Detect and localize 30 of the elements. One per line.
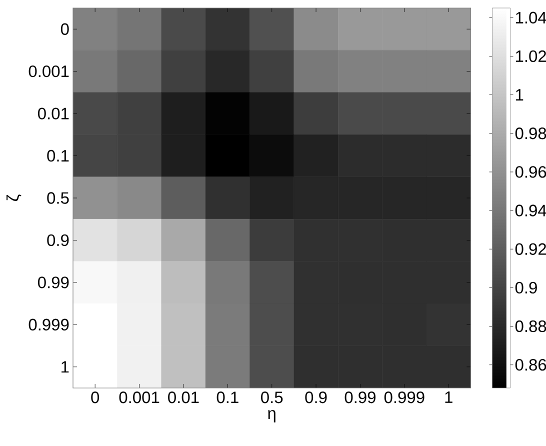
y-tick-label: 0 [60, 23, 69, 35]
color-bar-label: 0.98 [515, 128, 546, 140]
x-tick-label: 0 [91, 392, 100, 404]
y-tick-label: 0.999 [28, 318, 69, 330]
color-bar-label: 1.04 [516, 12, 546, 24]
x-tick-label: 0.001 [119, 392, 160, 404]
x-tick-label: 0.99 [344, 392, 376, 404]
color-bar-label: 0.9 [515, 282, 537, 294]
y-tick-label: 0.5 [47, 192, 69, 204]
y-tick-label: 1 [62, 361, 69, 373]
y-tick-label: 0.001 [28, 65, 69, 78]
y-tick-label: 0.99 [38, 276, 69, 288]
x-tick-label: 0.1 [216, 392, 238, 404]
y-tick-label: 0.9 [47, 234, 69, 246]
y-tick-label: 0.01 [38, 108, 69, 120]
color-bar-label: 0.92 [515, 243, 546, 255]
x-tick-label: 0.999 [384, 392, 424, 404]
color-bar-label: 0.96 [515, 166, 546, 178]
color-bar-label: 0.88 [515, 320, 546, 332]
x-tick-label: 0.01 [168, 392, 199, 404]
color-bar-label: 0.86 [515, 358, 546, 371]
color-bar-label: 0.94 [515, 204, 546, 216]
x-tick-label: 0.5 [261, 392, 283, 404]
y-tick-label: 0.1 [47, 150, 69, 162]
x-axis-title: η [268, 410, 276, 422]
y-axis-title: ζ [6, 194, 22, 201]
x-tick-label: 1 [445, 392, 452, 403]
x-tick-label: 0.9 [305, 392, 327, 404]
color-bar-label: 1 [516, 89, 524, 100]
color-bar-label: 1.02 [516, 50, 546, 62]
